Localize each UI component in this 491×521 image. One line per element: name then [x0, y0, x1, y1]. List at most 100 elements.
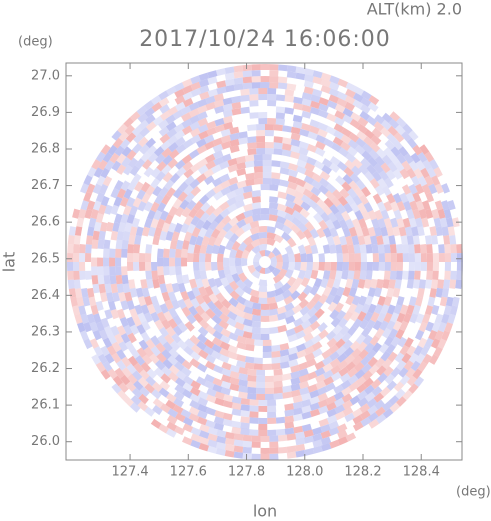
echo-cell: [384, 139, 395, 151]
echo-cell: [80, 200, 89, 211]
echo-cell: [251, 435, 261, 442]
echo-cell: [387, 351, 398, 363]
echo-cell: [213, 422, 224, 431]
echo-cell: [375, 406, 386, 417]
echo-cell: [136, 189, 146, 200]
echo-cell: [298, 147, 309, 156]
echo-cell: [271, 247, 281, 257]
echo-cell: [172, 198, 183, 210]
y-unit: (deg): [18, 35, 53, 50]
echo-cell: [269, 82, 279, 89]
echo-cell: [347, 374, 359, 385]
echo-cell: [103, 266, 110, 276]
echo-cell: [197, 104, 208, 114]
echo-cell: [222, 412, 233, 421]
echo-cell: [437, 208, 446, 219]
echo-cell: [273, 142, 283, 150]
echo-cell: [293, 190, 304, 200]
echo-cell: [296, 343, 307, 353]
echo-cell: [140, 279, 148, 289]
echo-cell: [258, 237, 268, 245]
echo-cell: [221, 298, 232, 309]
echo-cell: [389, 111, 401, 122]
echo-cell: [322, 244, 331, 254]
echo-cell: [162, 358, 173, 370]
echo-cell: [213, 236, 223, 247]
echo-cell: [438, 244, 445, 254]
echo-cell: [115, 266, 122, 276]
echo-cell: [226, 203, 238, 213]
echo-cell: [142, 159, 153, 170]
echo-cell: [267, 118, 277, 125]
echo-cell: [336, 262, 344, 272]
echo-cell: [352, 92, 364, 103]
echo-cell: [214, 391, 225, 400]
echo-cell: [412, 209, 421, 220]
echo-cell: [293, 196, 304, 207]
echo-cell: [72, 305, 81, 316]
echo-cell: [313, 212, 324, 224]
echo-cell: [424, 305, 434, 316]
echo-cell: [312, 433, 323, 442]
x-tick-label: 128.4: [403, 465, 440, 480]
echo-cell: [195, 294, 205, 305]
echo-cell: [427, 296, 436, 307]
echo-cell: [259, 250, 265, 257]
echo-cell: [145, 375, 156, 387]
echo-cell: [336, 91, 348, 101]
echo-cell: [109, 152, 120, 164]
x-tick-label: 127.4: [111, 465, 148, 480]
echo-cell: [180, 408, 192, 419]
echo-cell: [213, 190, 224, 201]
echo-cell: [146, 279, 154, 289]
echo-cell: [370, 311, 380, 323]
echo-cell: [382, 235, 390, 245]
echo-cell: [449, 279, 457, 289]
echo-cell: [401, 270, 409, 280]
echo-cell: [238, 272, 248, 283]
echo-cell: [357, 278, 366, 289]
echo-cell: [400, 235, 408, 245]
echo-cell: [258, 243, 268, 251]
echo-cell: [323, 138, 334, 148]
echo-cell: [337, 317, 348, 329]
echo-cell: [304, 168, 315, 179]
echo-cell: [334, 397, 345, 408]
echo-cell: [267, 429, 277, 436]
echo-cell: [129, 205, 139, 216]
echo-cell: [270, 256, 277, 262]
echo-cell: [205, 354, 216, 364]
echo-cell: [279, 342, 290, 351]
echo-cell: [403, 312, 412, 324]
echo-cell: [279, 349, 290, 357]
echo-cell: [315, 140, 326, 151]
echo-cell: [154, 193, 164, 205]
echo-cell: [189, 278, 198, 289]
echo-cell: [310, 186, 322, 197]
echo-cell: [310, 269, 319, 280]
echo-cell: [243, 306, 254, 315]
echo-cell: [296, 229, 306, 240]
echo-cell: [312, 88, 323, 98]
echo-cell: [112, 222, 120, 232]
echo-cell: [143, 346, 154, 358]
echo-cell: [197, 390, 209, 400]
echo-cell: [228, 183, 239, 192]
echo-cell: [324, 262, 332, 271]
echo-cell: [361, 326, 371, 338]
echo-cell: [392, 226, 401, 237]
echo-cell: [417, 226, 425, 237]
echo-cell: [197, 158, 208, 168]
echo-cell: [318, 103, 329, 113]
echo-cell: [201, 293, 212, 305]
echo-cell: [137, 401, 149, 412]
echo-cell: [347, 270, 355, 280]
echo-cell: [128, 235, 136, 245]
echo-cell: [260, 315, 270, 322]
echo-cell: [277, 191, 288, 200]
echo-cell: [121, 239, 129, 250]
echo-cell: [288, 359, 299, 368]
echo-cell: [167, 106, 178, 116]
echo-cell: [118, 291, 127, 302]
